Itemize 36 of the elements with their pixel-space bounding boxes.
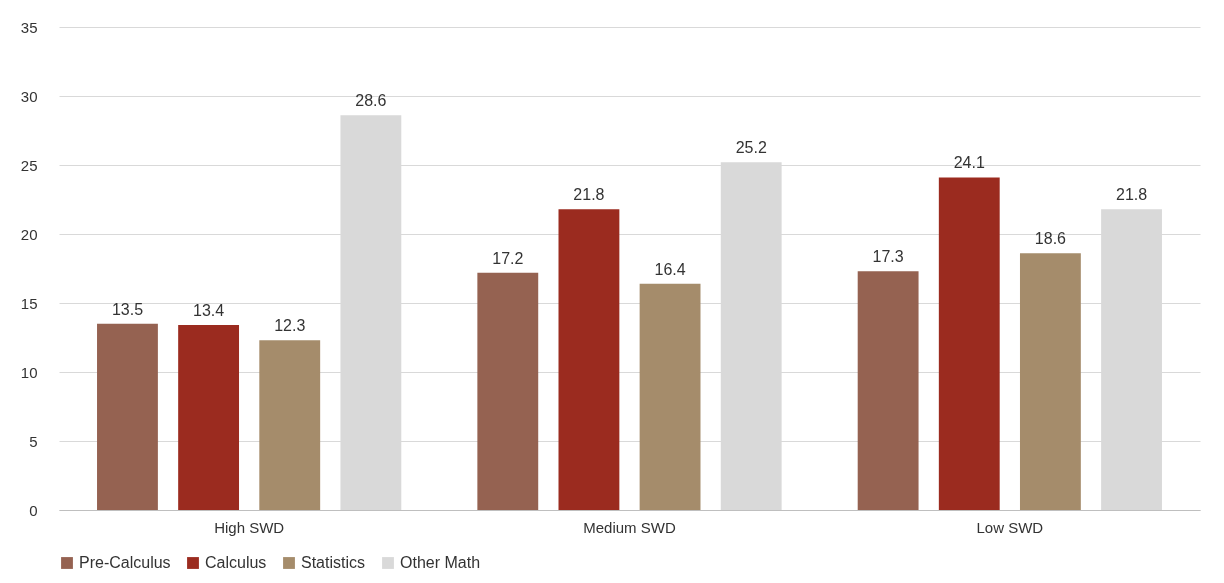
y-tick-label: 15 bbox=[20, 294, 38, 312]
y-tick-label: 5 bbox=[29, 432, 38, 450]
y-tick-label: 30 bbox=[20, 87, 38, 105]
x-tick-label: Low SWD bbox=[976, 518, 1044, 536]
x-tick-label: High SWD bbox=[214, 518, 285, 536]
bar bbox=[97, 323, 158, 510]
bar bbox=[558, 209, 620, 510]
y-tick-label: 0 bbox=[29, 501, 38, 519]
bar bbox=[259, 340, 321, 510]
y-tick-label: 20 bbox=[20, 225, 38, 243]
bar bbox=[639, 283, 701, 510]
data-label: 21.8 bbox=[1115, 186, 1148, 204]
data-label: 13.4 bbox=[193, 302, 225, 320]
bar bbox=[1019, 253, 1081, 510]
y-tick-label: 25 bbox=[20, 156, 38, 174]
bar bbox=[477, 272, 539, 510]
x-tick-label: Medium SWD bbox=[583, 518, 676, 536]
data-label: 24.1 bbox=[953, 154, 985, 172]
legend-label: Calculus bbox=[205, 554, 267, 571]
data-label: 28.6 bbox=[355, 92, 387, 110]
data-label: 18.6 bbox=[1034, 230, 1067, 248]
y-tick-label: 35 bbox=[20, 18, 38, 36]
legend-label: Pre-Calculus bbox=[79, 554, 171, 571]
bar bbox=[178, 325, 240, 510]
bar bbox=[857, 271, 919, 510]
legend-label: Other Math bbox=[400, 554, 481, 571]
data-label: 17.2 bbox=[492, 249, 524, 267]
data-label: 16.4 bbox=[654, 260, 686, 278]
data-label: 21.8 bbox=[573, 186, 605, 204]
data-label: 13.5 bbox=[111, 300, 144, 318]
y-tick-label: 10 bbox=[20, 363, 38, 381]
bar bbox=[938, 177, 1000, 510]
data-label: 12.3 bbox=[274, 317, 306, 335]
legend-label: Statistics bbox=[301, 554, 366, 571]
data-label: 17.3 bbox=[872, 248, 904, 266]
data-label: 25.2 bbox=[735, 139, 767, 157]
